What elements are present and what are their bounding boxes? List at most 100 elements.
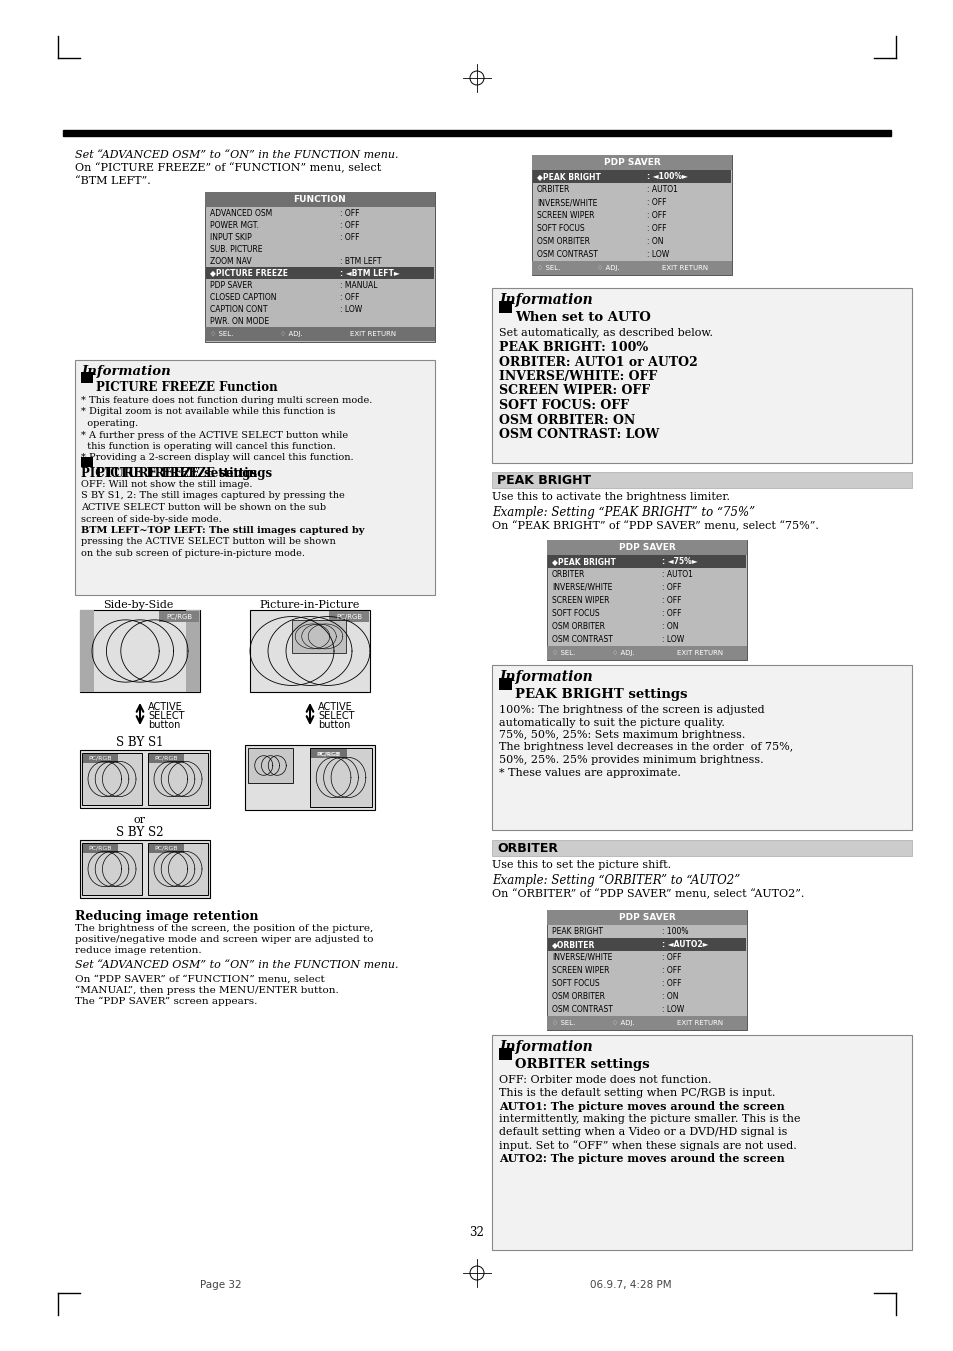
Bar: [83, 844, 118, 852]
Text: EXIT RETURN: EXIT RETURN: [350, 331, 395, 336]
Text: automatically to suit the picture quality.: automatically to suit the picture qualit…: [498, 717, 724, 727]
Text: : OFF: : OFF: [661, 609, 680, 617]
Text: ◆PEAK BRIGHT: ◆PEAK BRIGHT: [537, 172, 600, 181]
Text: : MANUAL: : MANUAL: [339, 281, 377, 289]
Text: S BY S1, 2: The still images captured by pressing the: S BY S1, 2: The still images captured by…: [81, 492, 344, 500]
Bar: [63, 130, 890, 136]
Bar: [533, 170, 730, 182]
Text: SOFT FOCUS: OFF: SOFT FOCUS: OFF: [498, 399, 628, 412]
Bar: [329, 611, 369, 621]
Text: This is the default setting when PC/RGB is input.: This is the default setting when PC/RGB …: [498, 1088, 775, 1098]
Bar: [82, 753, 142, 805]
Text: : ON: : ON: [661, 992, 678, 1001]
Text: PC/RGB: PC/RGB: [317, 751, 341, 757]
Text: FUNCTION: FUNCTION: [294, 195, 346, 204]
Text: Information: Information: [498, 293, 592, 307]
Bar: [498, 301, 512, 313]
Bar: [149, 754, 184, 763]
Text: Information: Information: [81, 365, 171, 378]
Text: EXIT RETURN: EXIT RETURN: [677, 650, 722, 657]
Bar: [546, 540, 746, 661]
Text: ADVANCED OSM: ADVANCED OSM: [210, 208, 272, 218]
Text: : 100%: : 100%: [661, 927, 688, 936]
Text: ♢ ADJ.: ♢ ADJ.: [612, 1020, 634, 1025]
Bar: [547, 938, 745, 951]
Text: PEAK BRIGHT: 100%: PEAK BRIGHT: 100%: [498, 340, 647, 354]
Text: INVERSE/WHITE: OFF: INVERSE/WHITE: OFF: [498, 370, 657, 382]
Bar: [532, 261, 731, 276]
Bar: [206, 267, 434, 280]
Text: PICTURE FREEZE Function: PICTURE FREEZE Function: [96, 381, 277, 394]
Text: SOFT FOCUS: SOFT FOCUS: [552, 979, 599, 988]
Text: Side-by-Side: Side-by-Side: [103, 600, 173, 611]
Bar: [205, 192, 435, 207]
Text: PDP SAVER: PDP SAVER: [618, 913, 675, 921]
Bar: [80, 750, 210, 808]
Bar: [250, 611, 370, 692]
Text: The “PDP SAVER” screen appears.: The “PDP SAVER” screen appears.: [75, 997, 257, 1006]
Text: : LOW: : LOW: [339, 304, 362, 313]
Text: INPUT SKIP: INPUT SKIP: [210, 232, 252, 242]
Text: * A further press of the ACTIVE SELECT button while: * A further press of the ACTIVE SELECT b…: [81, 431, 348, 439]
Bar: [148, 753, 208, 805]
Bar: [159, 611, 199, 621]
Text: OSM ORBITER: OSM ORBITER: [537, 236, 589, 246]
Text: SOFT FOCUS: SOFT FOCUS: [552, 609, 599, 617]
Text: AUTO2: The picture moves around the screen: AUTO2: The picture moves around the scre…: [498, 1152, 784, 1165]
Text: Page 32: Page 32: [200, 1279, 241, 1290]
Bar: [311, 748, 346, 758]
Text: OSM CONTRAST: OSM CONTRAST: [537, 250, 598, 259]
Bar: [546, 911, 746, 925]
Bar: [492, 665, 911, 830]
Bar: [310, 748, 372, 807]
Text: PC/RGB: PC/RGB: [335, 613, 362, 620]
Text: ♢ ADJ.: ♢ ADJ.: [612, 650, 634, 657]
Text: PC/RGB: PC/RGB: [166, 613, 192, 620]
Bar: [492, 840, 911, 857]
Text: : OFF: : OFF: [339, 293, 359, 301]
Text: SUB. PICTURE: SUB. PICTURE: [210, 245, 262, 254]
Text: : LOW: : LOW: [646, 250, 669, 259]
Text: CLOSED CAPTION: CLOSED CAPTION: [210, 293, 276, 301]
Text: PC/RGB: PC/RGB: [89, 846, 112, 851]
Text: : ◄AUTO2►: : ◄AUTO2►: [661, 940, 708, 948]
Text: ORBITER: ORBITER: [552, 570, 585, 580]
Text: “BTM LEFT”.: “BTM LEFT”.: [75, 176, 151, 186]
Bar: [292, 620, 346, 653]
Text: OSM CONTRAST: OSM CONTRAST: [552, 635, 612, 644]
Text: PWR. ON MODE: PWR. ON MODE: [210, 316, 269, 326]
Text: EXIT RETURN: EXIT RETURN: [677, 1020, 722, 1025]
Text: this function is operating will cancel this function.: this function is operating will cancel t…: [81, 442, 335, 451]
Text: : ◄75%►: : ◄75%►: [661, 557, 697, 566]
Bar: [82, 843, 142, 894]
Bar: [83, 754, 118, 763]
Text: : OFF: : OFF: [646, 199, 666, 207]
Text: : OFF: : OFF: [339, 208, 359, 218]
Bar: [205, 192, 435, 342]
Text: : ◄100%►: : ◄100%►: [646, 172, 687, 181]
Text: INVERSE/WHITE: INVERSE/WHITE: [537, 199, 597, 207]
Text: * Providing a 2-screen display will cancel this function.: * Providing a 2-screen display will canc…: [81, 454, 354, 462]
Text: “MANUAL”, then press the MENU/ENTER button.: “MANUAL”, then press the MENU/ENTER butt…: [75, 986, 338, 996]
Text: PEAK BRIGHT settings: PEAK BRIGHT settings: [515, 688, 687, 701]
Text: On “PDP SAVER” of “FUNCTION” menu, select: On “PDP SAVER” of “FUNCTION” menu, selec…: [75, 975, 324, 984]
Bar: [80, 840, 210, 898]
Text: OFF: Will not show the still image.: OFF: Will not show the still image.: [81, 480, 253, 489]
Text: Example: Setting “ORBITER” to “AUTO2”: Example: Setting “ORBITER” to “AUTO2”: [492, 874, 740, 888]
Text: PDP SAVER: PDP SAVER: [210, 281, 253, 289]
Text: Picture-in-Picture: Picture-in-Picture: [259, 600, 360, 611]
Text: screen of side-by-side mode.: screen of side-by-side mode.: [81, 515, 221, 523]
Bar: [498, 1048, 512, 1061]
Text: input. Set to “OFF” when these signals are not used.: input. Set to “OFF” when these signals a…: [498, 1140, 796, 1151]
Text: ZOOM NAV: ZOOM NAV: [210, 257, 252, 266]
Text: : OFF: : OFF: [339, 232, 359, 242]
Text: S BY S2: S BY S2: [116, 825, 164, 839]
Text: SCREEN WIPER: SCREEN WIPER: [552, 596, 609, 605]
Text: : OFF: : OFF: [339, 220, 359, 230]
Text: intermittently, making the picture smaller. This is the: intermittently, making the picture small…: [498, 1115, 800, 1124]
Text: Information: Information: [498, 1040, 592, 1054]
Text: : OFF: : OFF: [646, 211, 666, 220]
Text: ORBITER: ORBITER: [497, 842, 558, 855]
Text: OSM ORBITER: ON: OSM ORBITER: ON: [498, 413, 635, 427]
Text: BTM LEFT~TOP LEFT: The still images captured by: BTM LEFT~TOP LEFT: The still images capt…: [81, 526, 364, 535]
